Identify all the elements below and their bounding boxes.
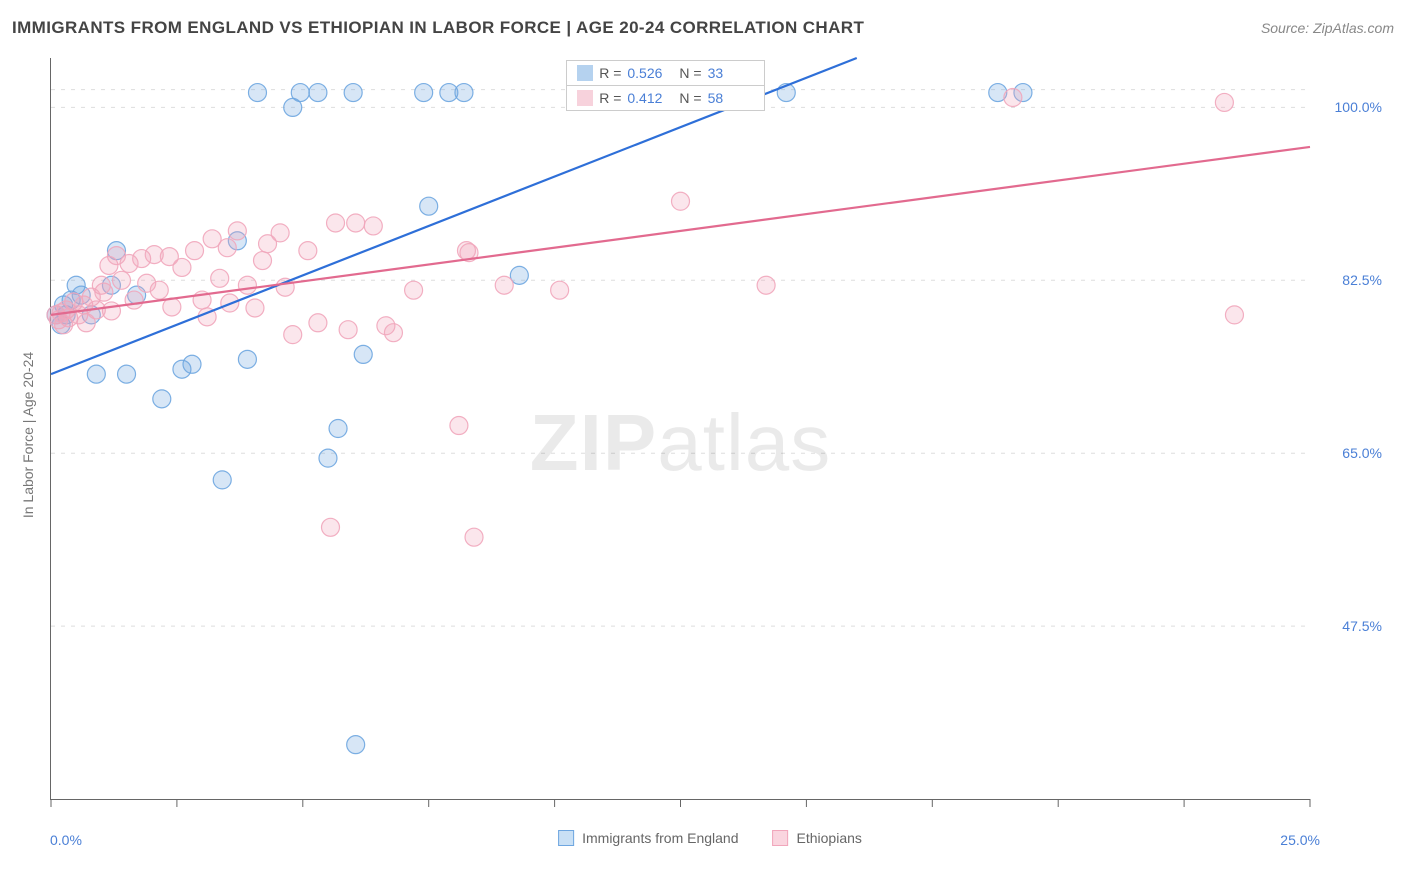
stat-swatch — [577, 90, 593, 106]
chart-source: Source: ZipAtlas.com — [1261, 20, 1394, 36]
bottom-legend: Immigrants from England Ethiopians — [558, 830, 862, 846]
stat-R-label: R = — [599, 90, 621, 106]
x-tick-start: 0.0% — [50, 832, 82, 848]
y-tick-label: 65.0% — [1342, 445, 1382, 461]
x-tick-end: 25.0% — [1280, 832, 1320, 848]
plot-area: ZIPatlas — [50, 58, 1310, 800]
legend-label: Ethiopians — [797, 830, 862, 846]
y-axis-label: In Labor Force | Age 20-24 — [20, 352, 36, 518]
stat-swatch — [577, 65, 593, 81]
legend-item: Ethiopians — [773, 830, 862, 846]
stat-row: R = 0.412 N = 58 — [567, 85, 763, 110]
y-tick-label: 100.0% — [1335, 99, 1382, 115]
stat-row: R = 0.526 N = 33 — [567, 61, 763, 85]
chart-title: IMMIGRANTS FROM ENGLAND VS ETHIOPIAN IN … — [12, 18, 864, 38]
stat-R-label: R = — [599, 65, 621, 81]
stat-N-label: N = — [679, 65, 701, 81]
y-tick-label: 47.5% — [1342, 618, 1382, 634]
stat-N-label: N = — [679, 90, 701, 106]
y-tick-label: 82.5% — [1342, 272, 1382, 288]
legend-swatch — [773, 830, 789, 846]
legend-swatch — [558, 830, 574, 846]
stat-N-value: 33 — [708, 65, 754, 81]
chart-container: In Labor Force | Age 20-24 ZIPatlas 47.5… — [40, 50, 1380, 820]
scatter-plot-svg — [51, 58, 1310, 799]
legend-label: Immigrants from England — [582, 830, 738, 846]
stat-R-value: 0.412 — [627, 90, 673, 106]
correlation-stats-box: R = 0.526 N = 33 R = 0.412 N = 58 — [566, 60, 764, 111]
stat-N-value: 58 — [708, 90, 754, 106]
legend-item: Immigrants from England — [558, 830, 738, 846]
stat-R-value: 0.526 — [627, 65, 673, 81]
